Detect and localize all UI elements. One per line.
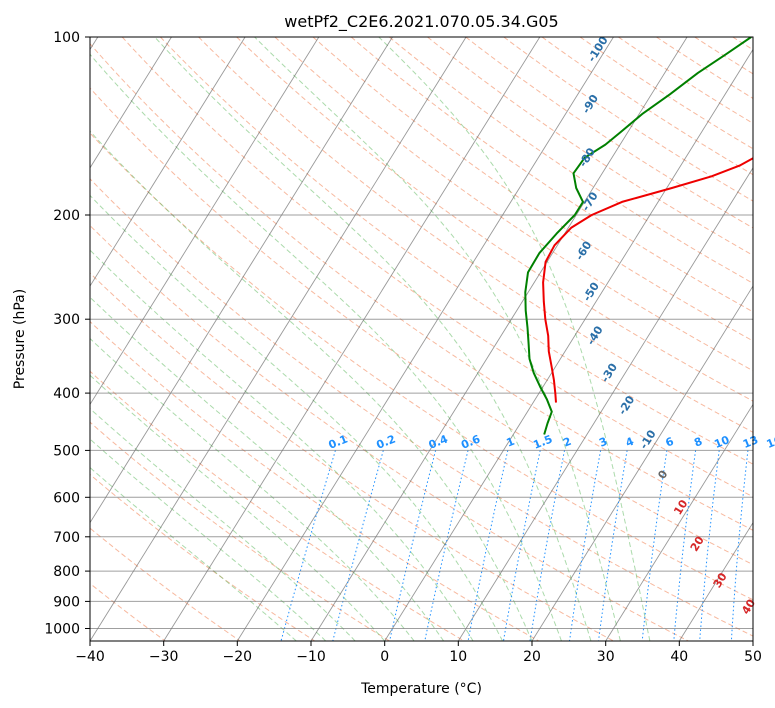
dry-adiabat-line <box>312 37 753 342</box>
mixing-ratio-line <box>467 450 509 641</box>
mixing-ratio-label: 13 <box>741 433 760 451</box>
mixing-ratio-label: 2 <box>561 435 573 450</box>
dry-adiabat-line <box>90 87 753 566</box>
x-tick-label: −30 <box>149 649 179 665</box>
dry-adiabat-line <box>90 272 614 641</box>
mixing-ratio-line <box>424 450 469 641</box>
dry-adiabat-line <box>90 473 315 641</box>
mixing-ratio-line <box>641 450 668 641</box>
isotherm-line <box>90 37 320 406</box>
isotherm-line <box>163 37 541 641</box>
isotherm-line <box>90 37 246 287</box>
sounding-profiles <box>524 37 753 435</box>
dry-adiabat-line <box>90 132 753 601</box>
isotherm-line <box>236 37 614 641</box>
dry-adiabat-line <box>503 37 753 202</box>
mixing-ratio-label: 3 <box>597 435 609 450</box>
mixing-ratio-line <box>569 450 602 641</box>
isotherm-line <box>384 48 753 641</box>
mixing-ratio-line <box>757 450 771 641</box>
x-axis-label: Temperature (°C) <box>360 681 482 697</box>
mixing-ratio-line <box>332 450 384 641</box>
dry-adiabat-line <box>236 37 753 402</box>
moist-adiabat-line <box>90 53 562 641</box>
mixing-ratio-label: 10 <box>712 433 731 451</box>
axes: −40 −30 −20 −10 0 10 20 30 40 50 100 200 300 400 500 60… <box>44 30 762 665</box>
moist-adiabat-line <box>90 130 533 641</box>
chart-title: wetPf2_C2E6.2021.070.05.34.G05 <box>284 12 558 32</box>
moist-adiabat-line <box>254 37 621 641</box>
y-tick-label: 400 <box>53 386 80 402</box>
temperature-line <box>542 157 753 403</box>
y-axis-label: Pressure (hPa) <box>12 289 28 389</box>
mixing-ratio-line <box>389 450 437 641</box>
dry-adiabat-line <box>160 37 753 465</box>
isotherm-line <box>457 166 753 641</box>
y-tick-label: 1000 <box>44 622 80 638</box>
dry-adiabat-line <box>579 37 753 150</box>
y-tick-label: 600 <box>53 490 80 506</box>
isobar-grid <box>90 37 771 641</box>
mixing-ratio-line <box>503 450 541 641</box>
mixing-ratio-line <box>673 450 697 641</box>
y-tick-label: 900 <box>53 594 80 610</box>
dry-adiabat-line <box>90 370 465 641</box>
moist-adiabat-line <box>90 296 445 641</box>
y-tick-label: 700 <box>53 530 80 546</box>
dry-adiabat-line <box>90 224 689 641</box>
y-tick-label: 100 <box>53 30 80 46</box>
y-tick-label: 200 <box>53 208 80 224</box>
x-tick-label: 30 <box>597 649 615 665</box>
dewpoint-line <box>524 37 752 435</box>
x-tick-label: 10 <box>449 649 467 665</box>
moist-adiabat-line <box>90 438 327 641</box>
mixing-ratio-line <box>730 450 749 641</box>
y-tick-label: 300 <box>53 312 80 328</box>
dry-adiabat-line <box>90 527 241 641</box>
isotherm-line <box>605 403 753 641</box>
dry-adiabat-line <box>90 320 540 641</box>
isotherm-line <box>310 37 688 641</box>
dry-adiabat-line <box>198 37 753 433</box>
mixing-ratio-line <box>699 450 720 641</box>
dry-adiabat-line <box>427 37 753 256</box>
dry-adiabat-line <box>541 37 753 176</box>
isotherm-line <box>531 285 753 641</box>
mixing-ratio-line <box>598 450 628 641</box>
x-tick-label: −10 <box>296 649 326 665</box>
isotherm-line <box>752 640 753 641</box>
dry-adiabat-line <box>90 43 753 531</box>
isotherm-line <box>678 521 753 641</box>
moist-adiabat-line <box>90 249 474 641</box>
dry-adiabat-line <box>90 178 753 637</box>
background-lines <box>90 37 775 641</box>
isotherm-line <box>90 37 172 169</box>
isotherm-line <box>90 37 467 641</box>
x-tick-label: 40 <box>670 649 688 665</box>
moist-adiabat-line <box>90 466 297 641</box>
mixing-ratio-label: 1 <box>505 435 517 450</box>
x-tick-label: 20 <box>523 649 541 665</box>
y-tick-label: 500 <box>53 443 80 459</box>
y-tick-label: 800 <box>53 564 80 580</box>
dry-adiabat-line <box>274 37 753 372</box>
plot-frame <box>89 36 754 642</box>
moist-adiabat-line <box>90 194 503 641</box>
mixing-ratio-label: 8 <box>692 435 704 450</box>
isotherm-line <box>90 37 393 524</box>
x-tick-label: 0 <box>380 649 389 665</box>
dry-adiabat-line <box>771 37 775 641</box>
moist-adiabat-line <box>90 374 386 641</box>
x-tick-label: −20 <box>223 649 253 665</box>
mixing-ratio-line <box>280 450 336 641</box>
dry-adiabat-line <box>350 37 753 313</box>
moist-adiabat-line <box>154 37 592 641</box>
mixing-ratio-label: 16 <box>765 433 775 451</box>
x-tick-label: −40 <box>75 649 105 665</box>
x-tick-label: 50 <box>744 649 762 665</box>
moist-adiabat-line <box>90 407 356 641</box>
moist-adiabat-line <box>378 37 651 641</box>
